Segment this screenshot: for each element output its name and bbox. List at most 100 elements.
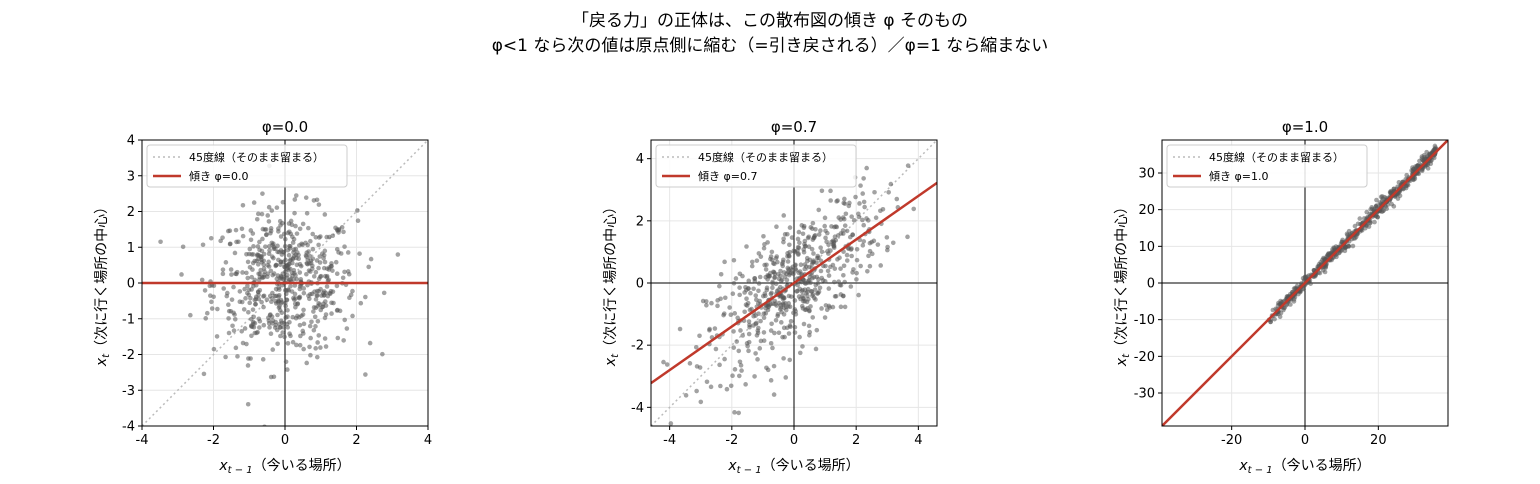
- y-axis-label-main: x: [1114, 357, 1130, 367]
- scatter-point: [284, 288, 289, 293]
- scatter-point: [792, 298, 798, 303]
- scatter-point: [334, 271, 340, 276]
- scatter-point: [742, 309, 747, 315]
- scatter-point: [857, 201, 862, 206]
- scatter-point: [801, 298, 806, 304]
- scatter-point: [288, 218, 294, 224]
- scatter-point: [817, 285, 823, 291]
- scatter-point: [225, 228, 231, 234]
- scatter-point: [770, 345, 775, 351]
- figure-title-line1: 「戻る力」の正体は、この散布図の傾き φ そのもの: [571, 11, 969, 31]
- scatter-point: [801, 321, 807, 327]
- scatter-point: [247, 265, 253, 270]
- scatter-point: [894, 196, 900, 202]
- scatter-point: [285, 341, 291, 346]
- scatter-point: [780, 263, 786, 269]
- scatter-point: [861, 239, 867, 244]
- scatter-point: [853, 194, 858, 200]
- scatter-point: [268, 374, 274, 380]
- y-tick-label: -2: [122, 348, 135, 363]
- scatter-point: [246, 251, 252, 257]
- scatter-point: [288, 284, 293, 289]
- scatter-point: [715, 298, 720, 303]
- scatter-point: [344, 326, 350, 331]
- scatter-point: [268, 268, 274, 274]
- scatter-point: [828, 198, 833, 203]
- scatter-point: [819, 275, 825, 281]
- panel-title: φ=0.7: [771, 118, 817, 136]
- scatter-point: [308, 238, 313, 244]
- scatter-point: [261, 304, 266, 310]
- scatter-point: [744, 244, 749, 249]
- scatter-point: [225, 290, 230, 296]
- scatter-point: [722, 259, 727, 265]
- scatter-point: [1391, 204, 1397, 209]
- scatter-point: [307, 323, 313, 329]
- scatter-point: [763, 267, 769, 272]
- scatter-point: [746, 319, 752, 324]
- scatter-point: [317, 254, 323, 259]
- scatter-point: [310, 246, 316, 252]
- scatter-point: [223, 354, 228, 360]
- scatter-point: [244, 270, 249, 276]
- scatter-point: [268, 331, 274, 336]
- scatter-point: [247, 300, 253, 306]
- scatter-point: [765, 240, 770, 245]
- scatter-point: [293, 296, 298, 301]
- scatter-point: [816, 232, 822, 237]
- scatter-point: [737, 359, 743, 365]
- scatter-point: [823, 303, 829, 308]
- scatter-point: [813, 297, 818, 302]
- scatter-point: [831, 279, 837, 285]
- scatter-point: [245, 283, 250, 289]
- scatter-point: [744, 303, 750, 308]
- scatter-point: [220, 267, 226, 272]
- scatter-point: [283, 257, 288, 263]
- scatter-point: [276, 305, 282, 310]
- scatter-point: [180, 244, 186, 250]
- scatter-point: [300, 221, 306, 227]
- scatter-point: [266, 219, 272, 224]
- scatter-point: [330, 233, 336, 239]
- scatter-point: [309, 319, 314, 325]
- scatter-point: [794, 289, 800, 294]
- scatter-point: [867, 263, 873, 269]
- scatter-point: [260, 191, 265, 196]
- scatter-point: [805, 286, 811, 292]
- scatter-point: [740, 333, 745, 338]
- scatter-point: [208, 235, 214, 241]
- scatter-point: [866, 253, 871, 259]
- scatter-point: [858, 263, 863, 269]
- scatter-point: [1424, 149, 1429, 155]
- scatter-point: [251, 200, 257, 205]
- scatter-point: [1372, 219, 1377, 225]
- scatter-point: [248, 316, 254, 322]
- scatter-point: [316, 235, 322, 240]
- scatter-point: [745, 343, 750, 349]
- scatter-point: [261, 251, 267, 257]
- scatter-point: [260, 357, 266, 362]
- scatter-point: [683, 393, 689, 398]
- scatter-point: [311, 274, 317, 279]
- legend-label-45: 45度線（そのまま留まる）: [189, 150, 324, 164]
- scatter-point: [814, 260, 819, 265]
- scatter-point: [282, 264, 288, 270]
- scatter-point: [808, 280, 813, 286]
- scatter-point: [796, 270, 801, 276]
- scatter-point: [873, 215, 879, 221]
- scatter-point: [773, 256, 779, 261]
- scatter-point: [728, 383, 734, 389]
- y-tick-label: 2: [636, 214, 644, 229]
- scatter-point: [253, 301, 258, 307]
- scatter-point: [287, 331, 292, 336]
- scatter-point: [765, 272, 771, 278]
- scatter-point: [315, 293, 320, 298]
- scatter-point: [298, 333, 303, 339]
- scatter-point: [304, 271, 309, 277]
- scatter-point: [793, 266, 798, 272]
- scatter-point: [283, 359, 289, 365]
- scatter-point: [1275, 303, 1281, 308]
- scatter-point: [793, 311, 799, 317]
